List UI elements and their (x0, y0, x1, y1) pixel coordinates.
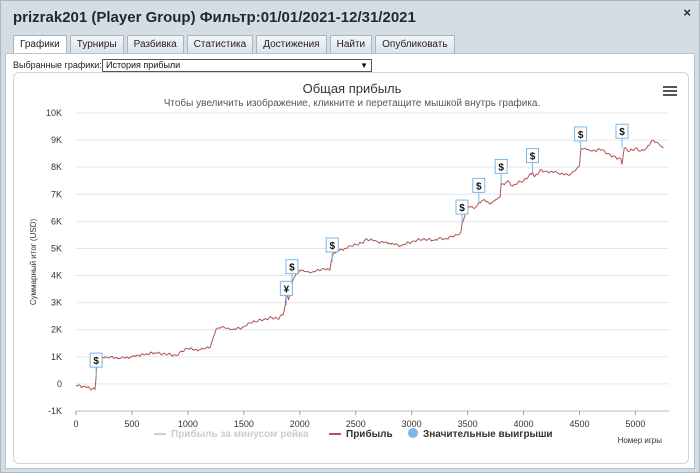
big-win-flag (279, 280, 293, 296)
y-tick-label: 6K (51, 216, 62, 226)
profit-series-line (75, 139, 664, 391)
big-win-flag (472, 177, 486, 193)
tab-1[interactable]: Турниры (69, 35, 124, 53)
chart-select-value: История прибыли (106, 60, 181, 70)
y-tick-label: 0 (57, 379, 62, 389)
big-win-flag (89, 352, 103, 368)
chart-container[interactable]: Общая прибыль Чтобы увеличить изображение… (13, 72, 689, 464)
y-tick-label: 4K (51, 271, 62, 281)
y-tick-label: 1K (51, 352, 62, 362)
big-win-flag (525, 148, 539, 164)
big-win-flag (494, 158, 508, 174)
hamburger-menu-icon[interactable] (663, 86, 677, 98)
x-tick-label: 2500 (346, 419, 366, 429)
big-win-flag-symbol: ¥ (284, 284, 290, 295)
legend-rake-label: Прибыль за минусом рейка (171, 428, 309, 440)
big-win-flag-symbol: $ (459, 203, 465, 214)
y-tick-label: 2K (51, 325, 62, 335)
tab-2[interactable]: Разбивка (126, 35, 184, 53)
title-bar: prizrak201 (Player Group) Фильтр:01/01/2… (1, 1, 699, 33)
chart-selector-label: Выбранные графики: (13, 60, 102, 70)
tab-bar: Графики Турниры Разбивка Статистика Достижен… (13, 35, 455, 53)
y-tick-label: 8K (51, 162, 62, 172)
y-tick-label: 3K (51, 298, 62, 308)
big-win-flag (285, 259, 299, 275)
x-axis-label: Номер игры (618, 436, 663, 445)
tab-4[interactable]: Достижения (256, 35, 327, 53)
x-tick-label: 1500 (234, 419, 254, 429)
chart-title: Общая прибыль (303, 81, 402, 96)
x-tick-label: 3000 (402, 419, 422, 429)
big-win-flag (455, 199, 469, 215)
x-tick-label: 0 (73, 419, 78, 429)
big-win-flag-symbol: $ (530, 152, 536, 163)
tab-3[interactable]: Статистика (186, 35, 254, 53)
close-icon[interactable]: × (683, 5, 691, 20)
big-win-flag-symbol: $ (329, 241, 335, 252)
y-tick-label: 10K (46, 108, 62, 118)
big-win-flag-symbol: $ (498, 162, 504, 173)
x-tick-label: 5000 (625, 419, 645, 429)
y-tick-label: -1K (48, 406, 62, 416)
legend-bigwin-label: Значительные выигрыши (423, 429, 553, 440)
big-win-flag-symbol: $ (619, 127, 625, 138)
tab-6[interactable]: Опубликовать (375, 35, 455, 53)
charts-panel: Выбранные графики: История прибыли ▼ Общ… (5, 53, 695, 469)
y-tick-label: 5K (51, 243, 62, 253)
tab-0[interactable]: Графики (13, 35, 67, 53)
big-win-flag-symbol: $ (476, 181, 482, 192)
x-tick-label: 2000 (290, 419, 310, 429)
legend-bigwin-swatch (408, 428, 418, 438)
chevron-down-icon: ▼ (360, 61, 368, 70)
big-win-flag (615, 123, 629, 139)
big-win-flag-symbol: $ (578, 130, 584, 141)
tab-5[interactable]: Найти (329, 35, 373, 53)
big-win-flag-symbol: $ (289, 263, 295, 274)
x-tick-label: 4000 (514, 419, 534, 429)
y-tick-label: 7K (51, 189, 62, 199)
y-tick-label: 9K (51, 135, 62, 145)
window-title: prizrak201 (Player Group) Фильтр:01/01/2… (13, 9, 416, 26)
y-axis-label: Суммарный итог (USD) (29, 219, 38, 306)
chart-subtitle: Чтобы увеличить изображение, кликните и … (164, 97, 541, 109)
legend-profit-label: Прибыль (346, 428, 393, 440)
chart-select-dropdown[interactable]: История прибыли ▼ (102, 59, 372, 72)
big-win-flag (325, 237, 339, 253)
big-win-flag-symbol: $ (93, 356, 99, 367)
x-tick-label: 4500 (569, 419, 589, 429)
big-win-flag (574, 126, 588, 142)
x-tick-label: 1000 (178, 419, 198, 429)
x-tick-label: 3500 (458, 419, 478, 429)
x-tick-label: 500 (124, 419, 139, 429)
